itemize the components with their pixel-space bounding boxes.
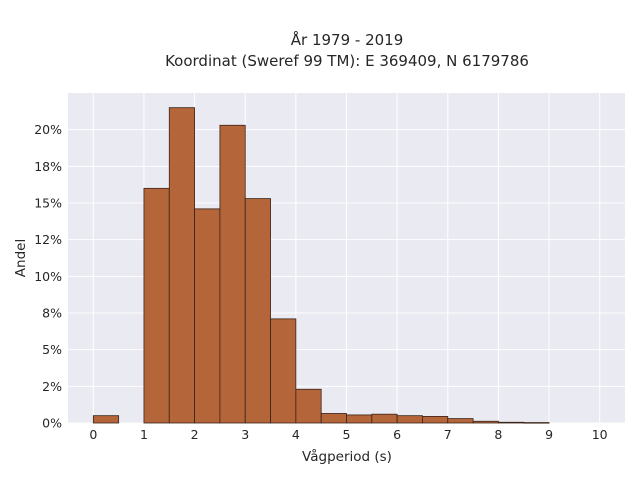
histogram-bar	[295, 388, 322, 424]
chart-title-line-2: Koordinat (Sweref 99 TM): E 369409, N 61…	[165, 52, 529, 70]
histogram-bar	[194, 208, 221, 424]
histogram-bar	[396, 415, 423, 424]
x-tick-label: 1	[140, 427, 148, 442]
histogram-bar	[346, 414, 373, 424]
x-axis-label: Vågperiod (s)	[302, 448, 392, 465]
histogram-bar	[244, 198, 271, 424]
chart-title-line-1: År 1979 - 2019	[291, 30, 404, 49]
x-tick-label: 8	[494, 427, 502, 442]
x-tick-label: 10	[592, 427, 608, 442]
histogram-bar	[422, 415, 449, 424]
x-tick-label: 2	[191, 427, 199, 442]
histogram-bar	[92, 415, 120, 424]
y-tick-label: 2%	[42, 379, 62, 394]
histogram-bar	[168, 107, 195, 424]
y-tick-label: 20%	[34, 122, 62, 137]
x-tick-label: 7	[444, 427, 452, 442]
y-tick-label: 8%	[42, 306, 62, 321]
x-tick-label: 9	[545, 427, 553, 442]
x-tick-labels: 0 1 2 3 4 5 6 7 8 9 10	[89, 427, 607, 442]
y-tick-label: 0%	[42, 416, 62, 431]
y-tick-label: 15%	[34, 196, 62, 211]
x-tick-label: 3	[241, 427, 249, 442]
histogram-bar	[143, 187, 170, 424]
histogram-bar	[472, 420, 499, 424]
y-tick-label: 5%	[42, 342, 62, 357]
x-tick-label: 5	[343, 427, 351, 442]
y-tick-label: 12%	[34, 232, 62, 247]
x-tick-label: 6	[393, 427, 401, 442]
y-tick-label: 18%	[34, 159, 62, 174]
histogram-bar	[371, 413, 398, 424]
x-tick-label: 0	[89, 427, 97, 442]
histogram-bar	[498, 421, 525, 424]
histogram-bar	[320, 413, 347, 424]
x-tick-label: 4	[292, 427, 300, 442]
histogram-bar	[447, 418, 474, 424]
y-axis-label: Andel	[13, 239, 29, 277]
histogram-bar	[219, 124, 246, 424]
histogram-bar	[270, 318, 297, 424]
histogram-bar	[523, 422, 550, 424]
y-tick-labels: 0% 2% 5% 8% 10% 12% 15% 18% 20%	[34, 122, 62, 430]
histogram-bars	[92, 107, 550, 424]
y-tick-label: 10%	[34, 269, 62, 284]
